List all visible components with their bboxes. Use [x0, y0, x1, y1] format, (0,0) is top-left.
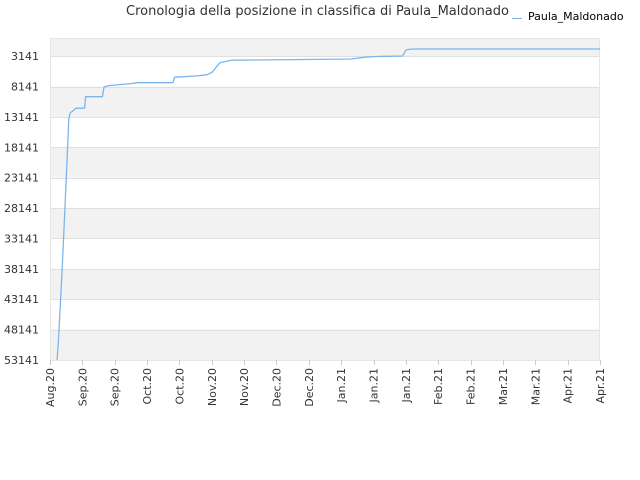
x-tick-label: Dec.20 [303, 368, 316, 407]
y-tick-label: 48141 [4, 324, 39, 337]
band [50, 208, 600, 239]
x-tick-label: Nov.20 [206, 368, 219, 406]
x-tick-label: Jan.21 [368, 368, 381, 403]
y-tick-label: 3141 [11, 50, 39, 63]
y-tick-label: 43141 [4, 293, 39, 306]
y-tick-label: 8141 [11, 81, 39, 94]
x-tick-label: Jan.21 [335, 368, 348, 403]
x-tick-label: Oct.20 [173, 368, 186, 405]
y-tick-label: 18141 [4, 141, 39, 154]
y-tick-label: 53141 [4, 354, 39, 367]
legend[interactable]: Paula_Maldonado [512, 10, 624, 23]
y-tick-label: 38141 [4, 263, 39, 276]
x-tick-label: Apr.21 [562, 368, 575, 404]
x-tick-label: Feb.21 [465, 368, 478, 405]
band [50, 86, 600, 117]
series-line [56, 48, 600, 361]
x-tick-label: Apr.21 [594, 368, 607, 404]
x-tick-label: Sep.20 [76, 368, 89, 406]
legend-swatch [512, 17, 522, 19]
x-tick-label: Mar.21 [529, 368, 542, 405]
band [50, 329, 600, 360]
plot-border [50, 38, 600, 361]
y-tick-label: 28141 [4, 202, 39, 215]
x-tick-label: Dec.20 [270, 368, 283, 407]
x-tick-label: Feb.21 [432, 368, 445, 405]
x-tick-label: Aug.20 [44, 368, 57, 407]
x-tick-label: Jan.21 [400, 368, 413, 403]
x-tick-label: Sep.20 [109, 368, 122, 406]
x-tick-label: Mar.21 [497, 368, 510, 405]
y-tick-label: 13141 [4, 111, 39, 124]
chart-title: Cronologia della posizione in classifica… [126, 4, 509, 19]
x-tick-label: Nov.20 [238, 368, 251, 406]
y-tick-label: 33141 [4, 232, 39, 245]
band [50, 38, 600, 57]
x-tick-label: Oct.20 [141, 368, 154, 405]
y-tick-label: 23141 [4, 172, 39, 185]
band [50, 268, 600, 300]
band [50, 147, 600, 178]
legend-label: Paula_Maldonado [528, 10, 624, 23]
